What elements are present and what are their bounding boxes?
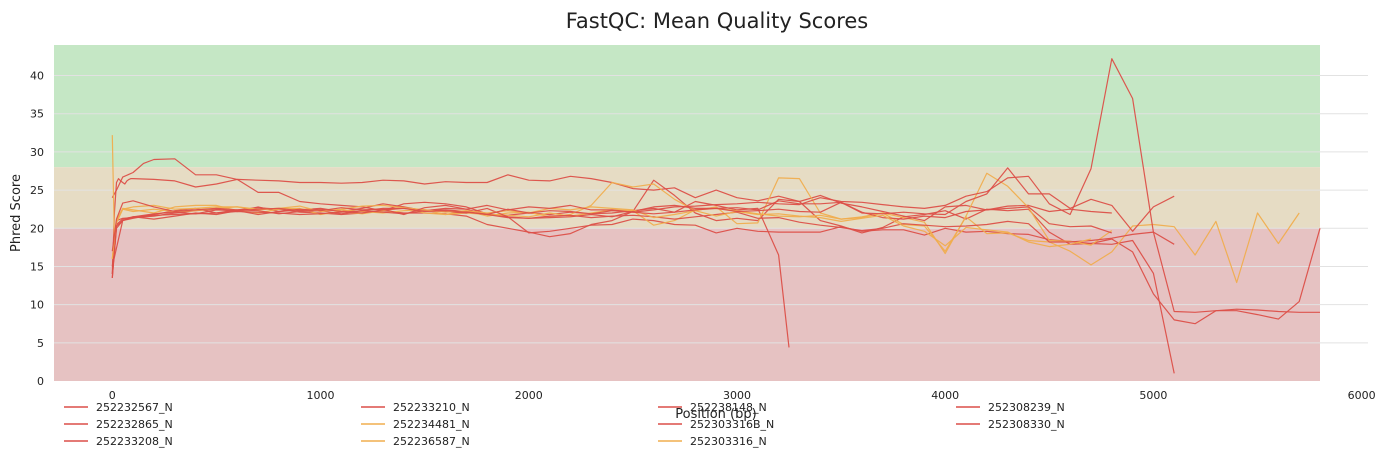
x-tick-label-1000: 1000	[307, 389, 335, 402]
x-axis-label: Position (bp)	[675, 407, 756, 422]
y-tick-label-30: 30	[30, 146, 44, 159]
legend: 252232567_N 252232865_N 252233208_N 2522332…	[64, 401, 1065, 448]
x-tick-label-3000: 3000	[723, 389, 751, 402]
y-axis-label: Phred Score	[9, 174, 24, 252]
x-tick-label-2000: 2000	[515, 389, 543, 402]
legend-label-252233208_N: 252233208_N	[96, 435, 173, 448]
grid-lines	[54, 75, 1368, 344]
quality-bands	[54, 45, 1320, 381]
legend-label-252308239_N: 252308239_N	[988, 401, 1065, 414]
y-tick-label-40: 40	[30, 70, 44, 83]
y-tick-label-20: 20	[30, 222, 44, 235]
legend-label-252303316B_N: 252303316B_N	[690, 418, 774, 431]
legend-label-252303316_N: 252303316_N	[690, 435, 767, 448]
chart-title: FastQC: Mean Quality Scores	[566, 9, 869, 33]
series-lines	[111, 58, 1321, 374]
legend-label-252232567_N: 252232567_N	[96, 401, 173, 414]
x-tick-label-4000: 4000	[931, 389, 959, 402]
x-tick-label-6000: 6000	[1348, 389, 1376, 402]
series-line-252308330_N	[111, 58, 1175, 252]
x-tick-label-5000: 5000	[1139, 389, 1167, 402]
legend-label-252232865_N: 252232865_N	[96, 418, 173, 431]
y-tick-label-5: 5	[37, 337, 44, 350]
y-axis-ticks: 0 5 10 15 20 25 30 35 40	[30, 70, 44, 388]
y-tick-label-25: 25	[30, 184, 44, 197]
legend-label-252233210_N: 252233210_N	[393, 401, 470, 414]
series-line-252232567_N	[111, 174, 1112, 275]
series-line-252303316B_N	[111, 209, 1320, 313]
series-line-252233210_N	[111, 158, 1175, 374]
y-tick-label-35: 35	[30, 108, 44, 121]
y-tick-label-15: 15	[30, 260, 44, 273]
x-axis-ticks: 0 1000 2000 3000 4000 5000 6000	[109, 389, 1376, 402]
band-0	[54, 45, 1320, 168]
series-line-252303316_N	[111, 204, 1092, 259]
band-1	[54, 167, 1320, 229]
x-tick-label-0: 0	[109, 389, 116, 402]
y-tick-label-0: 0	[37, 375, 44, 388]
y-tick-label-10: 10	[30, 299, 44, 312]
legend-label-252234481_N: 252234481_N	[393, 418, 470, 431]
series-line-252234481_N	[111, 135, 1300, 284]
legend-label-252238148_N: 252238148_N	[690, 401, 767, 414]
legend-label-252236587_N: 252236587_N	[393, 435, 470, 448]
legend-label-252308330_N: 252308330_N	[988, 418, 1065, 431]
